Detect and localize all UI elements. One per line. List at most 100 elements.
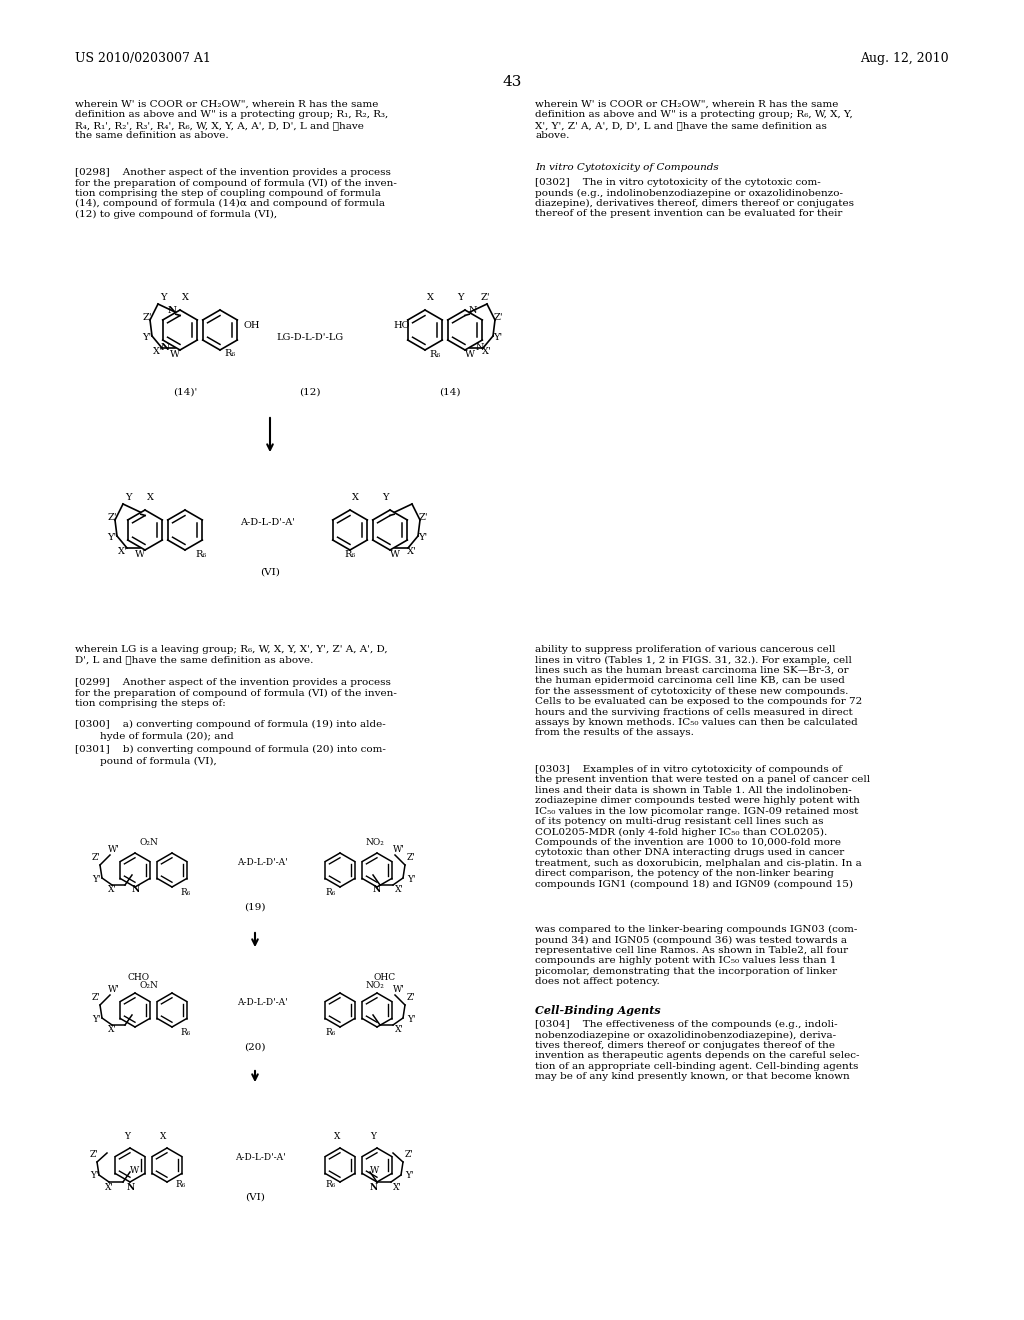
- Text: W': W': [108, 985, 120, 994]
- Text: X': X': [482, 347, 492, 356]
- Text: Cell-Binding Agents: Cell-Binding Agents: [535, 1005, 660, 1016]
- Text: O₂N: O₂N: [140, 981, 159, 990]
- Text: W': W': [393, 845, 404, 854]
- Text: Z': Z': [480, 293, 489, 302]
- Text: (14): (14): [439, 388, 461, 397]
- Text: Z': Z': [90, 1150, 98, 1159]
- Text: Z': Z': [407, 993, 416, 1002]
- Text: Y': Y': [142, 333, 152, 342]
- Text: X: X: [181, 293, 188, 302]
- Text: Z': Z': [142, 313, 152, 322]
- Text: Y': Y': [407, 875, 416, 884]
- Text: X': X': [118, 546, 128, 556]
- Text: X: X: [146, 492, 154, 502]
- Text: (VI): (VI): [260, 568, 280, 577]
- Text: X': X': [154, 347, 163, 356]
- Text: ability to suppress proliferation of various cancerous cell
lines in vitro (Tabl: ability to suppress proliferation of var…: [535, 645, 862, 738]
- Text: Aug. 12, 2010: Aug. 12, 2010: [860, 51, 949, 65]
- Text: W: W: [170, 350, 180, 359]
- Text: [0303]    Examples of in vitro cytotoxicity of compounds of
the present inventio: [0303] Examples of in vitro cytotoxicity…: [535, 766, 870, 888]
- Text: Z': Z': [406, 1150, 414, 1159]
- Text: Y': Y': [90, 1171, 98, 1180]
- Text: Y: Y: [370, 1133, 376, 1140]
- Text: N: N: [168, 306, 176, 315]
- Text: Y: Y: [125, 492, 131, 502]
- Text: X: X: [160, 1133, 166, 1140]
- Text: A-D-L-D'-A': A-D-L-D'-A': [238, 858, 288, 867]
- Text: 43: 43: [503, 75, 521, 88]
- Text: [0304]    The effectiveness of the compounds (e.g., indoli-
nobenzodiazepine or : [0304] The effectiveness of the compound…: [535, 1020, 859, 1081]
- Text: Z': Z': [494, 313, 503, 322]
- Text: R₆: R₆: [429, 350, 440, 359]
- Text: N: N: [469, 306, 477, 315]
- Text: X': X': [108, 1026, 117, 1034]
- Text: HO: HO: [393, 321, 410, 330]
- Text: US 2010/0203007 A1: US 2010/0203007 A1: [75, 51, 211, 65]
- Text: W: W: [370, 1166, 379, 1175]
- Text: was compared to the linker-bearing compounds IGN03 (com-
pound 34) and IGN05 (co: was compared to the linker-bearing compo…: [535, 925, 857, 986]
- Text: R₆: R₆: [224, 348, 236, 358]
- Text: Y': Y': [494, 333, 503, 342]
- Text: X': X': [395, 1026, 403, 1034]
- Text: LG-D-L-D'-LG: LG-D-L-D'-LG: [276, 333, 344, 342]
- Text: A-D-L-D'-A': A-D-L-D'-A': [240, 517, 295, 527]
- Text: OHC: OHC: [373, 973, 395, 982]
- Text: W: W: [135, 550, 145, 558]
- Text: N: N: [476, 342, 484, 351]
- Text: R₆: R₆: [196, 550, 207, 558]
- Text: X': X': [108, 884, 117, 894]
- Text: [0302]    The in vitro cytotoxicity of the cytotoxic com-
pounds (e.g., indolino: [0302] The in vitro cytotoxicity of the …: [535, 178, 854, 219]
- Text: X': X': [395, 884, 403, 894]
- Text: Y': Y': [407, 1015, 416, 1024]
- Text: R₆: R₆: [325, 1028, 335, 1038]
- Text: [0300]    a) converting compound of formula (19) into alde-: [0300] a) converting compound of formula…: [75, 719, 386, 729]
- Text: X: X: [334, 1133, 340, 1140]
- Text: Y': Y': [406, 1171, 414, 1180]
- Text: CHO: CHO: [128, 973, 151, 982]
- Text: (20): (20): [245, 1043, 266, 1052]
- Text: NO₂: NO₂: [365, 981, 384, 990]
- Text: N: N: [373, 884, 381, 894]
- Text: (19): (19): [245, 903, 266, 912]
- Text: A-D-L-D'-A': A-D-L-D'-A': [234, 1152, 286, 1162]
- Text: Y': Y': [92, 1015, 100, 1024]
- Text: (VI): (VI): [245, 1193, 265, 1203]
- Text: wherein LG is a leaving group; R₆, W, X, Y, X', Y', Z' A, A', D,
D', L and ≟have: wherein LG is a leaving group; R₆, W, X,…: [75, 645, 388, 664]
- Text: [0298]    Another aspect of the invention provides a process
for the preparation: [0298] Another aspect of the invention p…: [75, 168, 397, 219]
- Text: X: X: [427, 293, 433, 302]
- Text: R₆: R₆: [325, 1180, 335, 1189]
- Text: Z': Z': [407, 853, 416, 862]
- Text: Y': Y': [92, 875, 100, 884]
- Text: N: N: [132, 884, 140, 894]
- Text: [0301]    b) converting compound of formula (20) into com-: [0301] b) converting compound of formula…: [75, 744, 386, 754]
- Text: In vitro Cytotoxicity of Compounds: In vitro Cytotoxicity of Compounds: [535, 162, 719, 172]
- Text: X': X': [105, 1183, 114, 1192]
- Text: W': W': [108, 845, 120, 854]
- Text: X': X': [408, 546, 417, 556]
- Text: Y: Y: [457, 293, 463, 302]
- Text: R₆: R₆: [344, 550, 355, 558]
- Text: W: W: [465, 350, 475, 359]
- Text: Y': Y': [108, 533, 117, 543]
- Text: O₂N: O₂N: [140, 838, 159, 847]
- Text: wherein W' is COOR or CH₂OW", wherein R has the same
definition as above and W" : wherein W' is COOR or CH₂OW", wherein R …: [535, 100, 853, 140]
- Text: A-D-L-D'-A': A-D-L-D'-A': [238, 998, 288, 1007]
- Text: Z': Z': [92, 853, 100, 862]
- Text: N: N: [127, 1183, 135, 1192]
- Text: R₆: R₆: [180, 888, 190, 898]
- Text: NO₂: NO₂: [365, 838, 384, 847]
- Text: Z': Z': [418, 513, 428, 521]
- Text: OH: OH: [243, 321, 259, 330]
- Text: R₆: R₆: [325, 888, 335, 898]
- Text: (12): (12): [299, 388, 321, 397]
- Text: Y': Y': [419, 533, 428, 543]
- Text: wherein W' is COOR or CH₂OW", wherein R has the same
definition as above and W" : wherein W' is COOR or CH₂OW", wherein R …: [75, 100, 388, 140]
- Text: W: W: [390, 550, 400, 558]
- Text: [0299]    Another aspect of the invention provides a process
for the preparation: [0299] Another aspect of the invention p…: [75, 678, 397, 708]
- Text: N: N: [161, 342, 169, 351]
- Text: N: N: [370, 1183, 378, 1192]
- Text: R₆: R₆: [180, 1028, 190, 1038]
- Text: pound of formula (VI),: pound of formula (VI),: [100, 756, 217, 766]
- Text: X': X': [393, 1183, 401, 1192]
- Text: hyde of formula (20); and: hyde of formula (20); and: [100, 733, 233, 741]
